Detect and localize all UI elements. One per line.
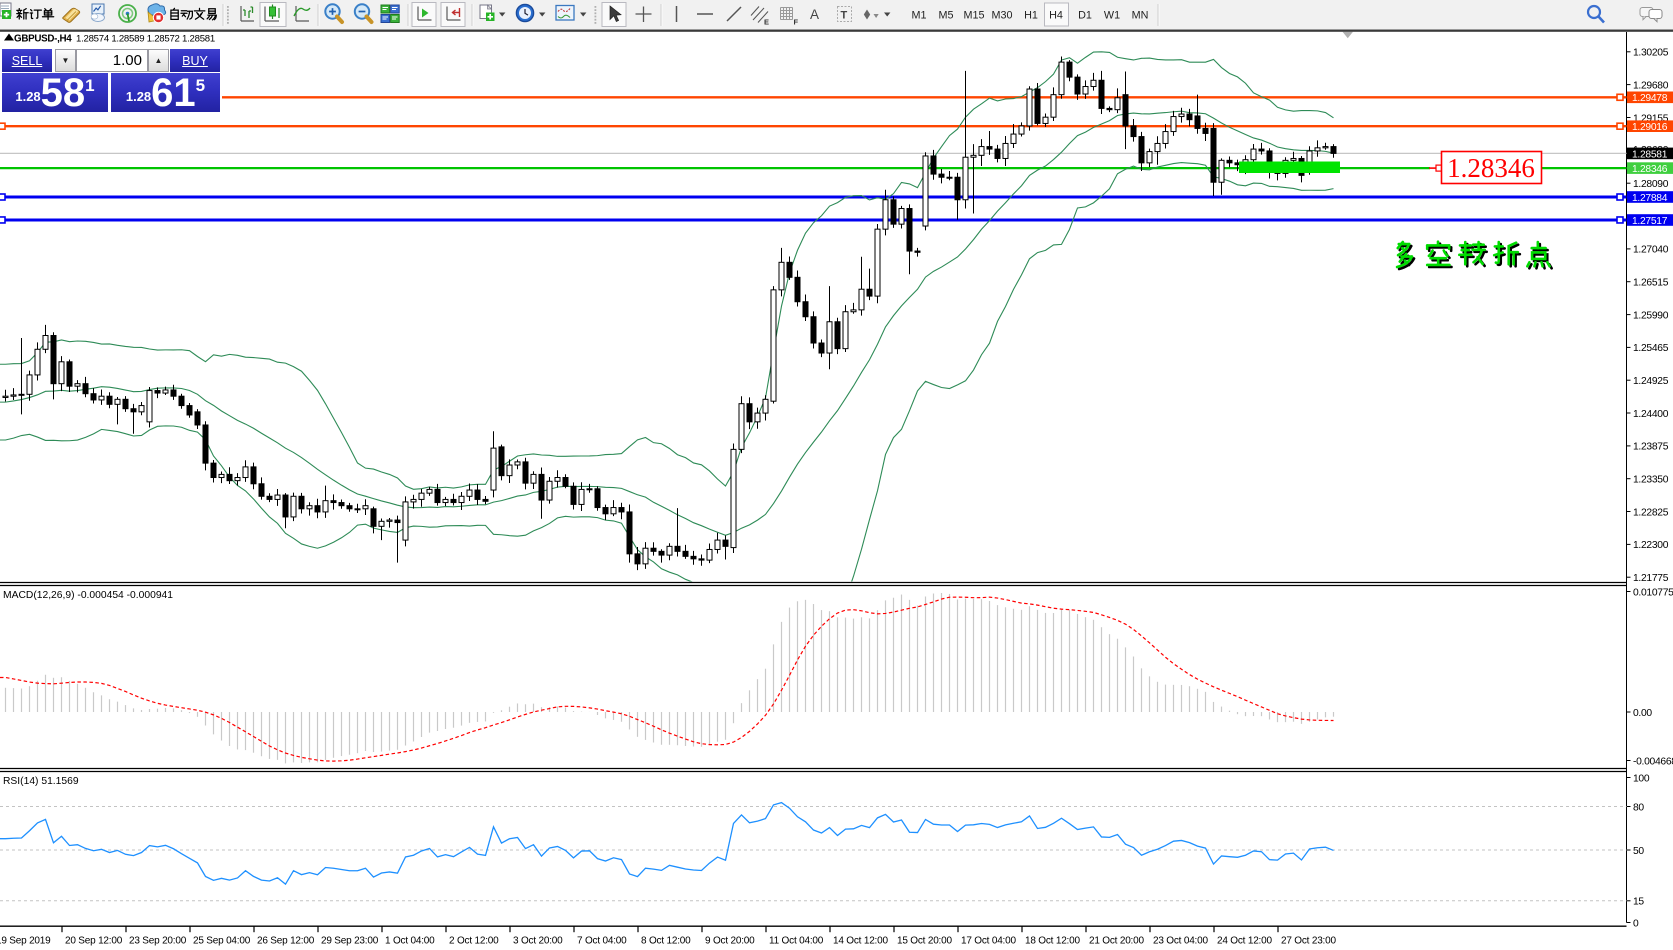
svg-text:M5: M5 [939,10,954,22]
svg-text:-0.004668: -0.004668 [1633,756,1673,767]
svg-text:23 Sep 20:00: 23 Sep 20:00 [129,936,187,947]
svg-text:E: E [764,18,769,27]
svg-text:1.28574 1.28589 1.28572 1.2858: 1.28574 1.28589 1.28572 1.28581 [76,34,215,45]
svg-text:1.30205: 1.30205 [1633,48,1669,59]
svg-text:29 Sep 23:00: 29 Sep 23:00 [321,936,379,947]
svg-text:1.23875: 1.23875 [1633,442,1669,453]
svg-text:26 Sep 12:00: 26 Sep 12:00 [257,936,315,947]
svg-text:1.29016: 1.29016 [1632,122,1668,133]
svg-text:T: T [841,10,848,22]
svg-text:21 Oct 20:00: 21 Oct 20:00 [1089,936,1144,947]
svg-text:1.24400: 1.24400 [1633,409,1669,420]
svg-text:1.29155: 1.29155 [1633,113,1669,124]
svg-text:100: 100 [1633,773,1650,784]
svg-text:W1: W1 [1104,10,1120,22]
svg-text:19 Sep 2019: 19 Sep 2019 [0,936,51,947]
svg-text:1.28346: 1.28346 [1632,164,1668,175]
svg-text:1.22300: 1.22300 [1633,540,1669,551]
svg-text:15 Oct 20:00: 15 Oct 20:00 [897,936,952,947]
svg-text:M30: M30 [991,10,1012,22]
svg-text:M15: M15 [963,10,984,22]
svg-text:0.00: 0.00 [1633,708,1652,719]
svg-text:14 Oct 12:00: 14 Oct 12:00 [833,936,888,947]
svg-text:80: 80 [1633,802,1644,813]
svg-text:H4: H4 [1049,10,1063,22]
svg-text:1.28581: 1.28581 [1632,149,1668,160]
svg-text:1.29680: 1.29680 [1633,80,1669,91]
svg-text:M1: M1 [912,10,927,22]
svg-text:9 Oct 20:00: 9 Oct 20:00 [705,936,755,947]
svg-text:GBPUSD-,H4: GBPUSD-,H4 [14,34,72,45]
svg-text:0: 0 [1633,918,1639,929]
svg-text:1.28346: 1.28346 [1447,153,1535,183]
svg-text:1.24925: 1.24925 [1633,376,1669,387]
svg-text:2 Oct 12:00: 2 Oct 12:00 [449,936,499,947]
svg-text:RSI(14) 51.1569: RSI(14) 51.1569 [3,776,79,787]
svg-text:15: 15 [1633,897,1644,908]
svg-text:25 Sep 04:00: 25 Sep 04:00 [193,936,251,947]
svg-text:1.28090: 1.28090 [1633,179,1669,190]
svg-text:1.26515: 1.26515 [1633,278,1669,289]
svg-text:MACD(12,26,9) -0.000454 -0.000: MACD(12,26,9) -0.000454 -0.000941 [3,590,173,601]
svg-text:11 Oct 04:00: 11 Oct 04:00 [769,936,824,947]
svg-text:18 Oct 12:00: 18 Oct 12:00 [1025,936,1080,947]
svg-text:1.27884: 1.27884 [1632,193,1668,204]
svg-text:MN: MN [1132,10,1149,22]
svg-text:1.29478: 1.29478 [1632,93,1668,104]
svg-text:7 Oct 04:00: 7 Oct 04:00 [577,936,627,947]
svg-text:8 Oct 12:00: 8 Oct 12:00 [641,936,691,947]
svg-text:1.22825: 1.22825 [1633,507,1669,518]
svg-text:1.21775: 1.21775 [1633,573,1669,584]
svg-text:1 Oct 04:00: 1 Oct 04:00 [385,936,435,947]
svg-text:D1: D1 [1078,10,1092,22]
svg-text:17 Oct 04:00: 17 Oct 04:00 [961,936,1016,947]
svg-text:3 Oct 20:00: 3 Oct 20:00 [513,936,563,947]
svg-text:F: F [794,18,799,27]
svg-text:24 Oct 12:00: 24 Oct 12:00 [1217,936,1272,947]
svg-text:23 Oct 04:00: 23 Oct 04:00 [1153,936,1208,947]
svg-text:1.25990: 1.25990 [1633,310,1669,321]
svg-text:1.27517: 1.27517 [1632,216,1668,227]
svg-text:50: 50 [1633,846,1644,857]
svg-text:A: A [810,7,819,22]
svg-text:1.27040: 1.27040 [1633,245,1669,256]
svg-text:H1: H1 [1024,10,1038,22]
svg-text:0.010775: 0.010775 [1633,587,1673,598]
svg-text:1.25465: 1.25465 [1633,343,1669,354]
svg-text:1.23350: 1.23350 [1633,475,1669,486]
svg-text:20 Sep 12:00: 20 Sep 12:00 [65,936,123,947]
svg-text:27 Oct 23:00: 27 Oct 23:00 [1281,936,1336,947]
